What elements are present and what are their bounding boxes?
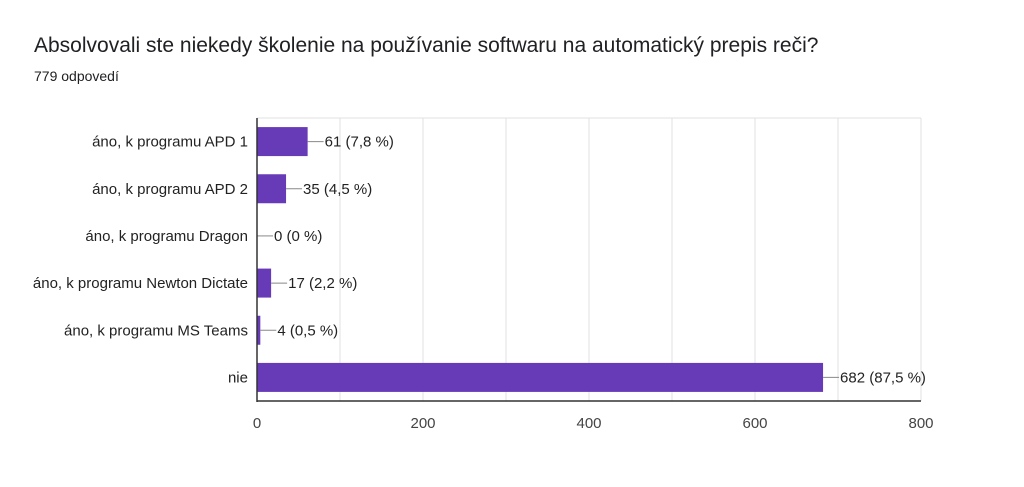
category-label: áno, k programu Dragon [85,228,248,245]
category-label: nie [228,369,248,386]
response-count: 779 odpovedí [34,68,119,84]
category-label: áno, k programu Newton Dictate [33,275,248,292]
bar[interactable] [257,174,287,204]
value-label: 0 (0 %) [274,228,322,245]
bar[interactable] [257,362,824,392]
bar[interactable] [257,315,261,345]
bar-layer [257,127,824,392]
chart-title: Absolvovali ste niekedy školenie na použ… [34,34,819,57]
x-tick-label: 800 [908,415,933,432]
bar[interactable] [257,268,272,298]
x-tick-label: 600 [742,415,767,432]
bar[interactable] [257,127,308,157]
x-tick-label: 0 [253,415,261,432]
x-tick-label: 400 [576,415,601,432]
value-label: 35 (4,5 %) [303,181,372,198]
category-label: áno, k programu MS Teams [64,322,248,339]
category-label: áno, k programu APD 1 [92,134,248,151]
value-label: 17 (2,2 %) [288,275,357,292]
value-label: 682 (87,5 %) [840,369,926,386]
grid-layer [257,117,922,401]
label-layer: áno, k programu APD 1 61 (7,8 %) áno, k pr… [33,134,926,387]
x-tick-label: 200 [410,415,435,432]
category-label: áno, k programu APD 2 [92,181,248,198]
axis-layer: 0 200 400 600 800 [253,118,934,432]
value-label: 61 (7,8 %) [325,134,394,151]
value-label: 4 (0,5 %) [277,322,338,339]
